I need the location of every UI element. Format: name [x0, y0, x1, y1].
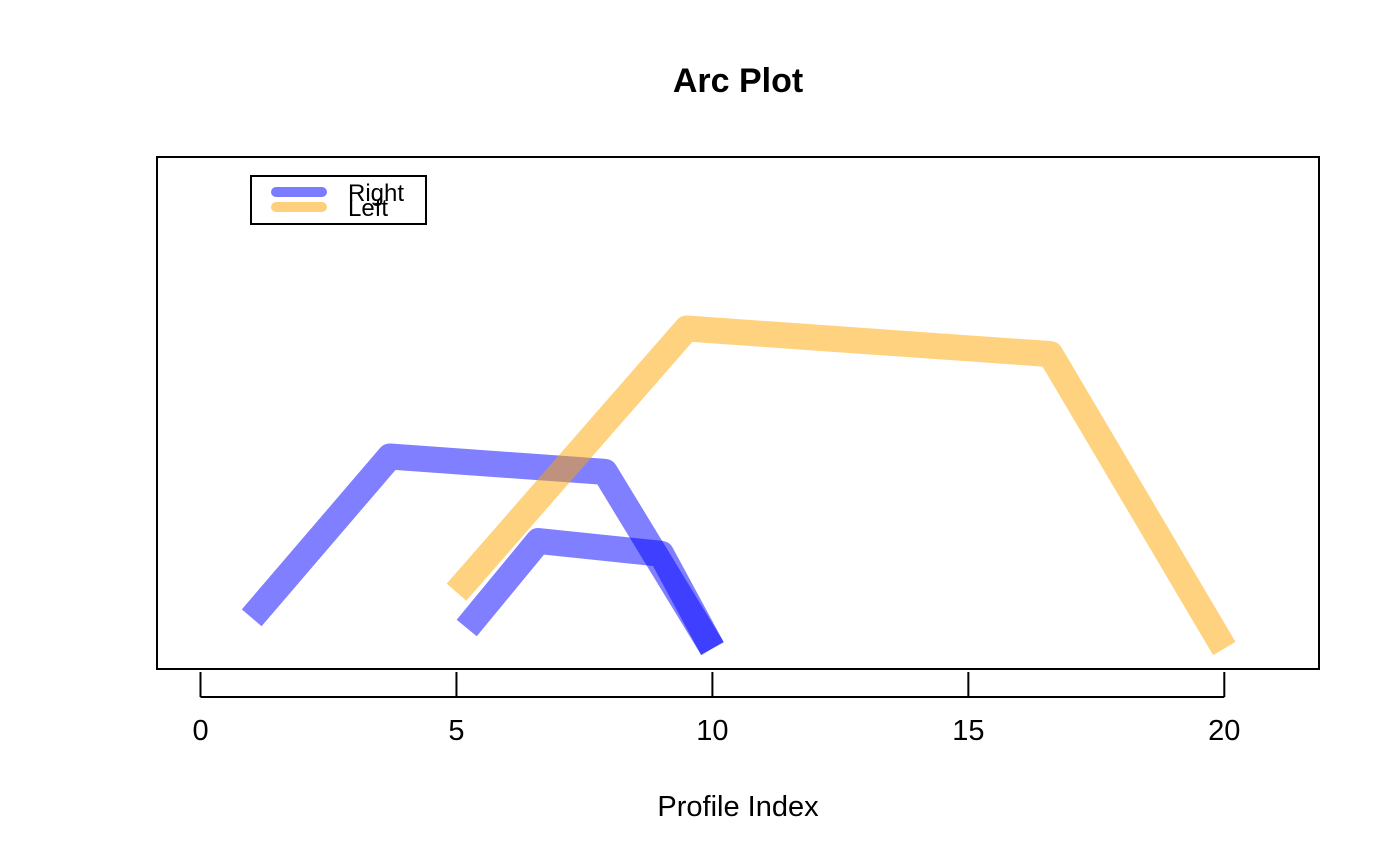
legend-box [250, 175, 427, 225]
x-tick-label: 10 [696, 715, 728, 747]
x-tick-label: 5 [448, 715, 464, 747]
arc-right-2 [456, 528, 724, 655]
arc-left-1 [446, 315, 1236, 656]
arcs-layer [241, 315, 1236, 656]
x-tick-label: 20 [1208, 715, 1240, 747]
x-tick-label: 0 [192, 715, 208, 747]
plot-frame [156, 156, 1320, 670]
x-axis-label: Profile Index [657, 791, 819, 823]
chart-title: Arc Plot [673, 62, 803, 100]
legend-label-right: Right [348, 180, 404, 207]
x-axis: 0 5 10 15 20 [192, 672, 1240, 747]
x-tick-label: 15 [952, 715, 984, 747]
legend-label-left: Left [348, 195, 388, 222]
